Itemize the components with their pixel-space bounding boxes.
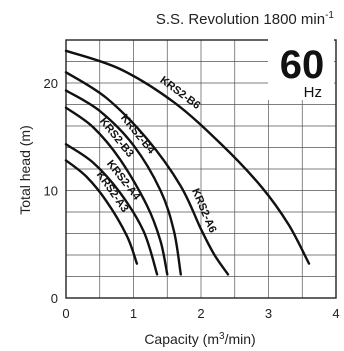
performance-curves	[64, 49, 311, 276]
frequency-box: 60 Hz	[268, 36, 334, 101]
x-tick-label: 3	[265, 306, 272, 321]
chart-title: S.S. Revolution 1800 min-1	[156, 10, 335, 28]
x-tick-label: 0	[62, 306, 69, 321]
y-tick-label: 20	[44, 76, 58, 91]
y-tick-labels: 0 10 20	[44, 76, 58, 306]
frequency-box-background	[268, 36, 334, 100]
y-tick-label: 0	[51, 291, 58, 306]
x-tick-label: 1	[130, 306, 137, 321]
x-tick-label: 2	[197, 306, 204, 321]
curve-krs2-a4	[64, 143, 159, 276]
plot-frame	[65, 39, 337, 299]
x-axis-title: Capacity (m3/min)	[144, 331, 255, 347]
curve-krs2-a3	[64, 159, 139, 265]
curve-krs2-b4	[64, 89, 182, 276]
curve-krs2-b6	[64, 49, 311, 265]
frequency-unit: Hz	[304, 84, 322, 101]
frequency-value: 60	[280, 43, 325, 87]
y-axis-title: Total head (m)	[17, 125, 33, 214]
curve-krs2-b3	[64, 106, 169, 276]
curve-krs2-a6	[64, 71, 230, 276]
x-tick-label: 4	[332, 306, 339, 321]
x-tick-labels: 0 1 2 3 4	[62, 306, 339, 321]
y-tick-label: 10	[44, 184, 58, 199]
